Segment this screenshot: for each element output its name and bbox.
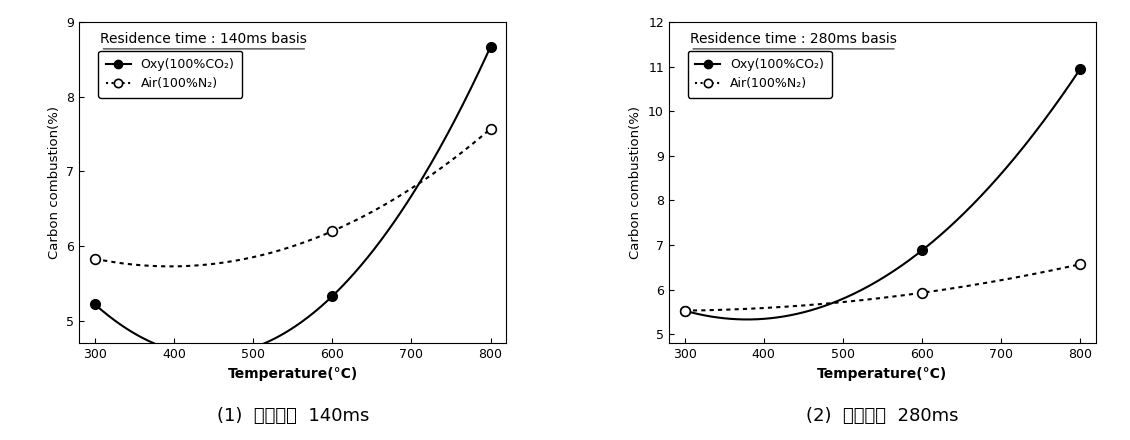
X-axis label: Temperature(°C): Temperature(°C) bbox=[227, 367, 358, 381]
Text: Residence time : 140ms basis: Residence time : 140ms basis bbox=[101, 32, 307, 46]
Text: Residence time : 280ms basis: Residence time : 280ms basis bbox=[690, 32, 897, 46]
Legend: Oxy(100%CO₂), Air(100%N₂): Oxy(100%CO₂), Air(100%N₂) bbox=[98, 51, 242, 98]
Y-axis label: Carbon combustion(%): Carbon combustion(%) bbox=[47, 106, 61, 259]
Y-axis label: Carbon combustion(%): Carbon combustion(%) bbox=[629, 106, 643, 259]
Legend: Oxy(100%CO₂), Air(100%N₂): Oxy(100%CO₂), Air(100%N₂) bbox=[688, 51, 832, 98]
Text: (1)  체류시간  140ms: (1) 체류시간 140ms bbox=[217, 407, 368, 425]
Text: (2)  체류시간  280ms: (2) 체류시간 280ms bbox=[806, 407, 958, 425]
X-axis label: Temperature(°C): Temperature(°C) bbox=[817, 367, 948, 381]
